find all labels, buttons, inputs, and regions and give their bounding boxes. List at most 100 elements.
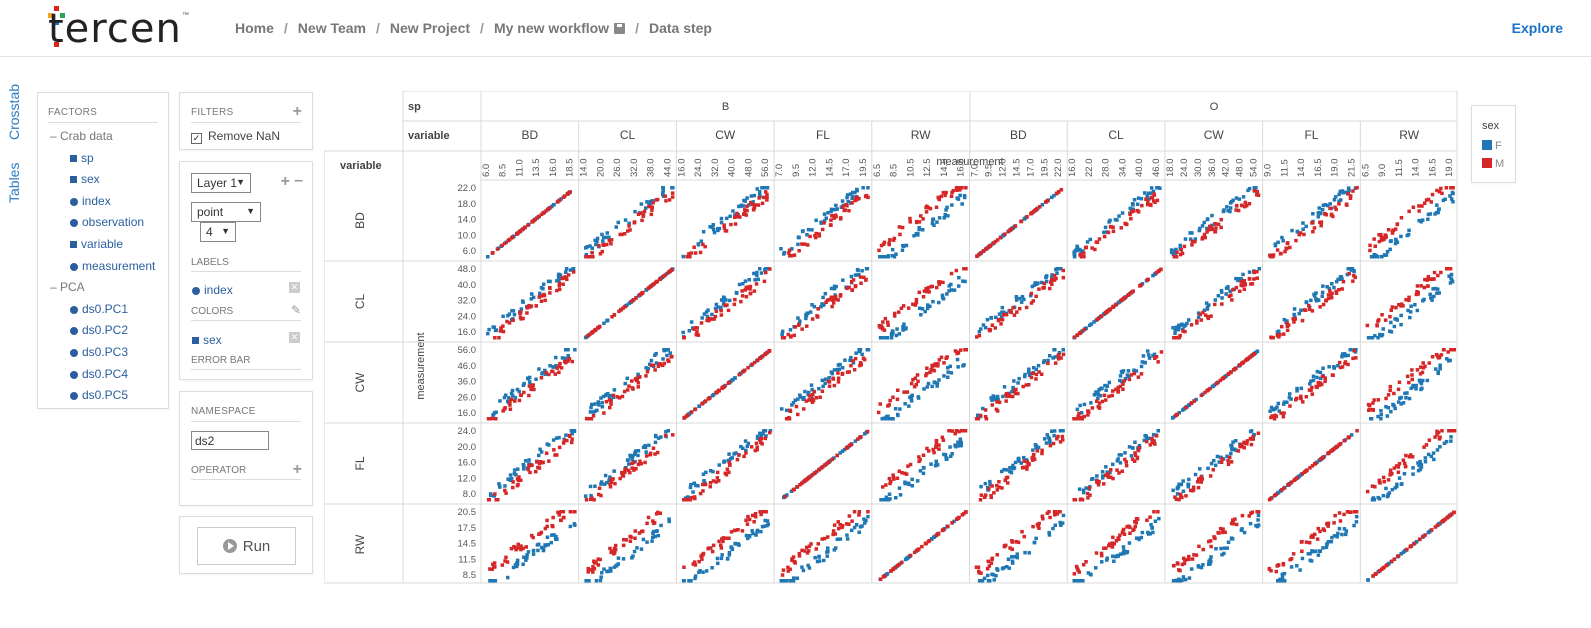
point-size-select[interactable]: 4 ▼ [200,222,236,242]
data-point [609,393,614,398]
data-point [1269,569,1273,573]
layer-select[interactable]: Layer 1 ▼ [191,173,251,193]
factor-pc4[interactable]: ds0.PC4 [48,364,158,386]
data-point [1201,235,1205,240]
data-point [826,546,830,550]
data-point [880,327,885,331]
breadcrumb-project[interactable]: New Project [389,20,471,36]
factor-group-crab-data[interactable]: – Crab data [50,129,113,143]
tab-tables[interactable]: Tables [6,162,22,203]
data-point [721,385,726,389]
breadcrumb-home[interactable]: Home [235,20,274,36]
data-point [1155,198,1160,203]
run-button[interactable]: Run [197,527,296,565]
add-operator-icon[interactable]: + [292,461,302,478]
data-point [983,493,988,497]
remove-color-icon[interactable]: ✕ [289,332,300,343]
factor-group-pca[interactable]: – PCA [50,280,85,295]
data-point [1280,572,1285,577]
col-group-label: B [722,101,729,113]
data-point [1022,459,1027,463]
factor-measurement[interactable]: measurement [48,256,158,278]
data-point [1025,464,1029,468]
data-point [865,429,870,434]
colors-factor-chip[interactable]: sex [192,330,222,352]
data-point [944,356,948,360]
data-point [1094,479,1099,483]
data-point [1082,327,1087,332]
crosstab-plot[interactable]: spvariablevariableBOmeasurementmeasureme… [324,91,1458,584]
data-point [1132,209,1136,213]
breadcrumb-team[interactable]: New Team [297,20,367,36]
data-point [1377,233,1381,237]
data-point [1025,215,1029,219]
add-filter-icon[interactable]: + [292,103,302,120]
factor-pc3[interactable]: ds0.PC3 [48,342,158,364]
edit-colors-icon[interactable]: ✎ [290,303,301,317]
x-tick-label: 22.0 [1053,159,1064,178]
data-point [633,209,637,214]
data-point [1330,535,1334,540]
data-point [950,429,955,433]
data-point [594,579,599,583]
data-point [1061,352,1066,357]
data-point [1249,429,1254,433]
breadcrumb-workflow[interactable]: My new workflow [493,20,610,36]
data-point [505,560,510,564]
data-point [1337,192,1341,197]
data-point [830,214,834,218]
tercen-logo[interactable]: tercen ™ [48,6,189,52]
data-point [1405,547,1409,552]
factor-observation[interactable]: observation [48,212,158,234]
data-point [876,410,881,415]
data-point [1353,510,1357,514]
x-tick-label: 46.0 [1151,159,1162,178]
data-point [703,482,708,487]
data-point [944,190,948,195]
data-point [886,254,891,258]
save-icon[interactable] [614,23,626,34]
data-point [909,381,914,386]
data-point [1407,295,1411,300]
factor-sex[interactable]: sex [48,169,158,191]
labels-factor-chip[interactable]: index [192,280,233,302]
data-point [1177,497,1181,502]
data-point [1432,457,1436,462]
tab-crosstab[interactable]: Crosstab [6,83,22,140]
data-point [847,370,851,374]
factor-pc2[interactable]: ds0.PC2 [48,320,158,342]
remove-layer-icon[interactable]: – [294,172,303,189]
data-point [1234,448,1238,453]
chart-type-select[interactable]: point ▼ [191,202,261,222]
data-point [1209,544,1213,549]
remove-nan-checkbox[interactable]: ✓ Remove NaN [191,129,281,144]
factor-pc5[interactable]: ds0.PC5 [48,385,158,407]
data-point [1291,552,1296,556]
data-point [509,476,514,481]
factor-pc1[interactable]: ds0.PC1 [48,299,158,321]
data-point [1229,451,1233,456]
data-point [1272,417,1277,421]
data-point [1212,458,1216,463]
explore-link[interactable]: Explore [1511,20,1563,36]
data-point [1199,475,1204,479]
data-point [1090,246,1094,250]
data-point [711,227,716,232]
data-point [733,541,737,546]
data-point [759,440,763,445]
data-point [547,459,551,463]
data-point [989,561,994,565]
factor-variable[interactable]: variable [48,234,158,256]
add-layer-icon[interactable]: + [280,173,290,190]
data-point [835,453,839,458]
remove-label-icon[interactable]: ✕ [289,282,300,293]
data-point [1106,230,1111,235]
factor-sp[interactable]: sp [48,148,158,170]
data-point [1329,295,1334,300]
factor-index[interactable]: index [48,191,158,213]
data-point [782,250,787,255]
data-point [838,451,842,455]
data-point [765,192,769,197]
namespace-input[interactable] [191,431,269,450]
data-point [1231,522,1235,526]
